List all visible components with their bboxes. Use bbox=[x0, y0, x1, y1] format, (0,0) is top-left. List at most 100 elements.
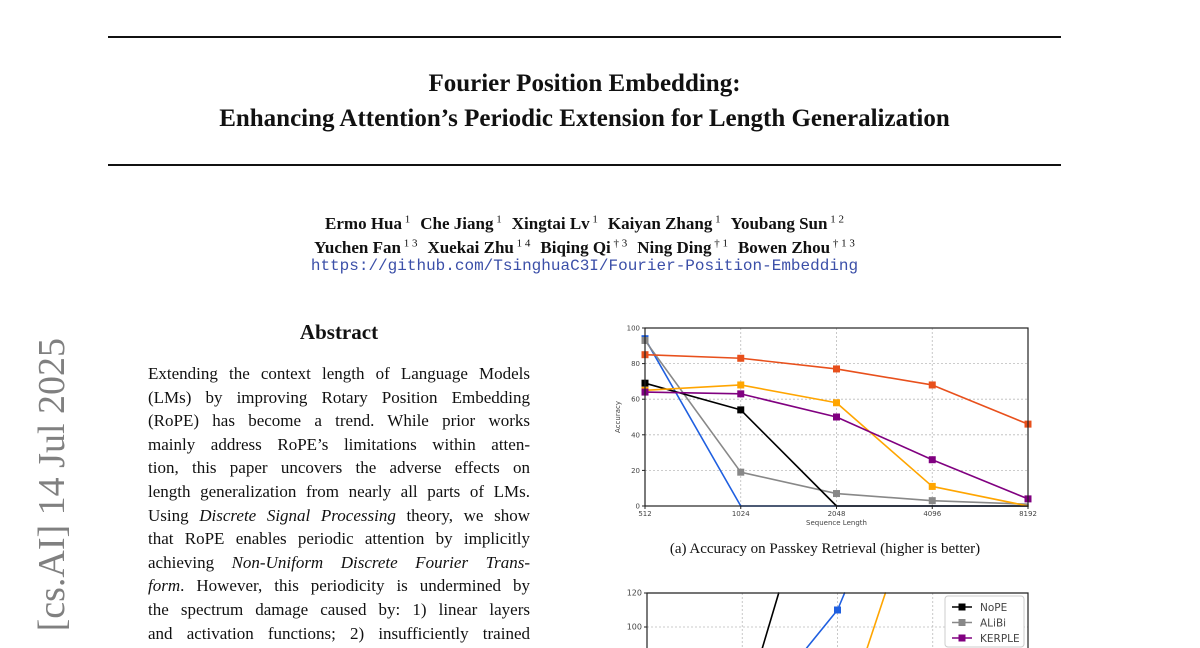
series-line bbox=[644, 353, 742, 360]
series-line bbox=[739, 471, 838, 495]
series-line bbox=[739, 409, 838, 507]
author-name: Biqing Qi bbox=[540, 237, 611, 257]
author: Xingtai Lv 1 bbox=[512, 213, 598, 233]
series-line bbox=[931, 485, 1029, 507]
abstract-line: form. However, this periodicity is under… bbox=[148, 574, 530, 598]
author: Youbang Sun 1 2 bbox=[730, 213, 844, 233]
author-affiliation: † 3 bbox=[610, 237, 628, 249]
text-segment: theory, we show bbox=[395, 505, 530, 525]
series-line bbox=[931, 458, 1029, 500]
data-point bbox=[737, 468, 745, 476]
text-segment: Using bbox=[148, 505, 200, 525]
abstract-heading: Abstract bbox=[299, 320, 379, 344]
series-line bbox=[644, 384, 742, 392]
series-line bbox=[739, 384, 838, 404]
text-segment: length generalization from nearly all pa… bbox=[148, 481, 530, 501]
emphasis-text: form bbox=[148, 576, 181, 596]
series-line bbox=[805, 609, 839, 648]
y-tick-label: 100 bbox=[627, 623, 642, 632]
series-line bbox=[835, 492, 934, 502]
legend-label: KERPLE bbox=[980, 633, 1020, 645]
legend-marker bbox=[958, 603, 966, 611]
data-point bbox=[928, 381, 936, 389]
abstract-line: (RoPE) has become a trend. While prior w… bbox=[148, 409, 530, 433]
abstract-line: tion, this paper uncovers the adverse ef… bbox=[148, 456, 530, 480]
text-segment: and activation functions; 2) insufficien… bbox=[148, 623, 530, 643]
text-segment: the spectrum damage caused by: 1) linear… bbox=[148, 599, 530, 619]
data-point bbox=[737, 390, 745, 398]
author: Che Jiang 1 bbox=[420, 213, 501, 233]
author-name: Youbang Sun bbox=[730, 213, 828, 233]
abstract-text: Extending the context length of Language… bbox=[148, 362, 530, 645]
plot-series bbox=[761, 592, 887, 648]
author: Ermo Hua 1 bbox=[325, 213, 410, 233]
legend-label: ALiBi bbox=[980, 618, 1006, 630]
legend-marker bbox=[958, 619, 966, 626]
author-affiliation: † 1 3 bbox=[830, 237, 855, 249]
author-affiliation: 1 bbox=[589, 213, 598, 225]
series-line bbox=[644, 339, 742, 473]
abstract-line: Using Discrete Signal Processing theory,… bbox=[148, 504, 530, 528]
paper-title-line-2: Enhancing Attention’s Periodic Extension… bbox=[219, 105, 950, 132]
series-line bbox=[931, 384, 1029, 425]
author-name: Ermo Hua bbox=[325, 213, 403, 233]
author-row-2: Yuchen Fan 1 3 Xuekai Zhu 1 4 Biqing Qi † … bbox=[108, 231, 1061, 260]
text-segment: achieving bbox=[148, 552, 232, 572]
y-tick-label: 40 bbox=[631, 431, 640, 439]
abstract-line: length generalization from nearly all pa… bbox=[148, 480, 530, 504]
abstract-line: mainly address RoPE’s limitations within… bbox=[148, 433, 530, 457]
series-line bbox=[835, 416, 934, 461]
x-tick-label: 512 bbox=[638, 510, 651, 518]
author-name: Bowen Zhou bbox=[737, 237, 831, 257]
series-line bbox=[866, 592, 887, 648]
data-point bbox=[928, 497, 936, 505]
author: Xuekai Zhu 1 4 bbox=[427, 237, 531, 257]
data-point bbox=[737, 381, 745, 389]
data-point bbox=[737, 354, 745, 362]
author-name: Ning Ding bbox=[637, 237, 712, 257]
series-line bbox=[739, 393, 838, 418]
series-line bbox=[644, 391, 742, 395]
data-point bbox=[928, 482, 936, 490]
data-point bbox=[737, 406, 745, 414]
text-segment: that RoPE enables periodic attention by … bbox=[148, 529, 530, 549]
series-line bbox=[931, 499, 1029, 506]
author: Bowen Zhou † 1 3 bbox=[737, 237, 855, 257]
series-line bbox=[835, 401, 934, 488]
y-axis-label: Accuracy bbox=[614, 401, 622, 433]
author: Yuchen Fan 1 3 bbox=[314, 237, 417, 257]
series-line bbox=[835, 368, 934, 386]
text-segment: mainly address RoPE’s limitations within… bbox=[148, 434, 530, 454]
y-tick-label: 0 bbox=[636, 503, 640, 511]
abstract-line: and activation functions; 2) insufficien… bbox=[148, 622, 530, 646]
series-line bbox=[644, 337, 742, 507]
github-link[interactable]: https://github.com/TsinghuaC3I/Fourier-P… bbox=[310, 257, 859, 275]
x-tick-label: 8192 bbox=[1019, 510, 1037, 518]
bottom-rule bbox=[108, 164, 1061, 166]
author-name: Yuchen Fan bbox=[314, 237, 401, 257]
author-name: Xuekai Zhu bbox=[427, 237, 514, 257]
legend-label: NoPE bbox=[980, 602, 1007, 614]
author-affiliation: 1 4 bbox=[513, 237, 531, 249]
abstract-line: achieving Non-Uniform Discrete Fourier T… bbox=[148, 551, 530, 575]
abstract-line: that RoPE enables periodic attention by … bbox=[148, 527, 530, 551]
x-tick-label: 4096 bbox=[923, 510, 941, 518]
text-segment: Extending the context length of Language… bbox=[148, 364, 530, 383]
author: Kaiyan Zhang 1 bbox=[608, 213, 721, 233]
author-row-1: Ermo Hua 1 Che Jiang 1 Xingtai Lv 1 Kaiyan … bbox=[108, 207, 1061, 236]
figure-caption-a: (a) Accuracy on Passkey Retrieval (highe… bbox=[669, 541, 981, 557]
text-segment: (LMs) by improving Rotary Position Embed… bbox=[148, 387, 530, 407]
y-tick-label: 60 bbox=[631, 396, 640, 404]
text-segment: (RoPE) has become a trend. While prior w… bbox=[148, 411, 530, 431]
y-tick-label: 100 bbox=[627, 325, 640, 333]
x-tick-label: 2048 bbox=[828, 510, 846, 518]
x-axis-label: Sequence Length bbox=[806, 519, 867, 527]
author: Ning Ding † 1 bbox=[637, 237, 728, 257]
data-point bbox=[833, 399, 840, 407]
abstract-line: Extending the context length of Language… bbox=[148, 362, 530, 386]
legend-marker bbox=[958, 634, 966, 642]
paper-title-line-1: Fourier Position Embedding: bbox=[428, 70, 741, 97]
data-point bbox=[833, 413, 840, 421]
author-affiliation: † 1 bbox=[711, 237, 728, 249]
data-point bbox=[833, 490, 840, 498]
